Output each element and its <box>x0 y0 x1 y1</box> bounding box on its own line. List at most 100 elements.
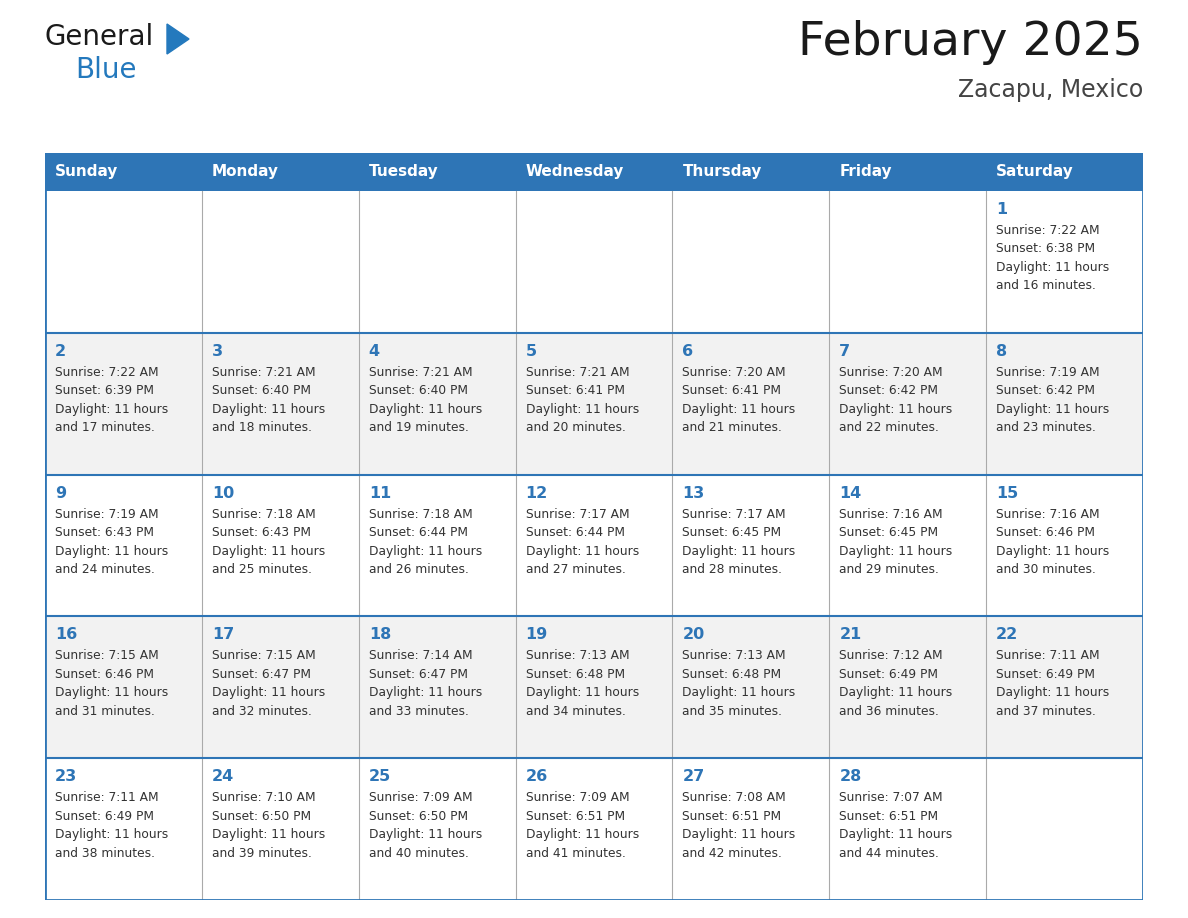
Bar <box>202 616 359 758</box>
Bar <box>829 191 986 333</box>
Text: 5: 5 <box>525 344 537 359</box>
Bar <box>359 153 516 191</box>
Bar <box>45 475 202 616</box>
Text: Sunrise: 7:16 AM
Sunset: 6:46 PM
Daylight: 11 hours
and 30 minutes.: Sunrise: 7:16 AM Sunset: 6:46 PM Dayligh… <box>997 508 1110 577</box>
Bar <box>829 153 986 191</box>
Bar <box>516 153 672 191</box>
Text: 27: 27 <box>682 769 704 784</box>
Bar <box>45 153 202 191</box>
Bar <box>829 333 986 475</box>
Text: 17: 17 <box>211 627 234 643</box>
Text: Sunrise: 7:20 AM
Sunset: 6:41 PM
Daylight: 11 hours
and 21 minutes.: Sunrise: 7:20 AM Sunset: 6:41 PM Dayligh… <box>682 365 796 434</box>
Bar <box>202 333 359 475</box>
Text: Sunrise: 7:11 AM
Sunset: 6:49 PM
Daylight: 11 hours
and 37 minutes.: Sunrise: 7:11 AM Sunset: 6:49 PM Dayligh… <box>997 649 1110 718</box>
Text: 13: 13 <box>682 486 704 500</box>
Text: 8: 8 <box>997 344 1007 359</box>
Text: Wednesday: Wednesday <box>525 164 624 180</box>
Text: Sunrise: 7:19 AM
Sunset: 6:43 PM
Daylight: 11 hours
and 24 minutes.: Sunrise: 7:19 AM Sunset: 6:43 PM Dayligh… <box>55 508 169 577</box>
Bar <box>359 191 516 333</box>
Text: 4: 4 <box>368 344 380 359</box>
Text: Tuesday: Tuesday <box>368 164 438 180</box>
Text: Sunrise: 7:22 AM
Sunset: 6:39 PM
Daylight: 11 hours
and 17 minutes.: Sunrise: 7:22 AM Sunset: 6:39 PM Dayligh… <box>55 365 169 434</box>
Bar <box>516 616 672 758</box>
Text: Sunrise: 7:17 AM
Sunset: 6:45 PM
Daylight: 11 hours
and 28 minutes.: Sunrise: 7:17 AM Sunset: 6:45 PM Dayligh… <box>682 508 796 577</box>
Bar <box>672 616 829 758</box>
Bar <box>202 191 359 333</box>
Bar <box>516 758 672 900</box>
Bar <box>672 475 829 616</box>
Text: 23: 23 <box>55 769 77 784</box>
Text: Sunrise: 7:14 AM
Sunset: 6:47 PM
Daylight: 11 hours
and 33 minutes.: Sunrise: 7:14 AM Sunset: 6:47 PM Dayligh… <box>368 649 482 718</box>
Text: 6: 6 <box>682 344 694 359</box>
Text: General: General <box>45 23 154 51</box>
Text: 7: 7 <box>839 344 851 359</box>
Text: Sunrise: 7:22 AM
Sunset: 6:38 PM
Daylight: 11 hours
and 16 minutes.: Sunrise: 7:22 AM Sunset: 6:38 PM Dayligh… <box>997 224 1110 293</box>
Text: Sunrise: 7:21 AM
Sunset: 6:40 PM
Daylight: 11 hours
and 18 minutes.: Sunrise: 7:21 AM Sunset: 6:40 PM Dayligh… <box>211 365 326 434</box>
Bar <box>45 333 202 475</box>
Text: Sunrise: 7:15 AM
Sunset: 6:47 PM
Daylight: 11 hours
and 32 minutes.: Sunrise: 7:15 AM Sunset: 6:47 PM Dayligh… <box>211 649 326 718</box>
Bar <box>829 616 986 758</box>
Text: 18: 18 <box>368 627 391 643</box>
Text: 11: 11 <box>368 486 391 500</box>
Bar <box>672 191 829 333</box>
Bar <box>202 475 359 616</box>
Text: Sunday: Sunday <box>55 164 119 180</box>
Text: Sunrise: 7:13 AM
Sunset: 6:48 PM
Daylight: 11 hours
and 35 minutes.: Sunrise: 7:13 AM Sunset: 6:48 PM Dayligh… <box>682 649 796 718</box>
Text: Friday: Friday <box>839 164 892 180</box>
Text: 16: 16 <box>55 627 77 643</box>
Text: Sunrise: 7:11 AM
Sunset: 6:49 PM
Daylight: 11 hours
and 38 minutes.: Sunrise: 7:11 AM Sunset: 6:49 PM Dayligh… <box>55 791 169 859</box>
Bar <box>359 616 516 758</box>
Text: Sunrise: 7:16 AM
Sunset: 6:45 PM
Daylight: 11 hours
and 29 minutes.: Sunrise: 7:16 AM Sunset: 6:45 PM Dayligh… <box>839 508 953 577</box>
Bar <box>986 333 1143 475</box>
Text: Monday: Monday <box>211 164 279 180</box>
Text: February 2025: February 2025 <box>798 20 1143 65</box>
Text: 2: 2 <box>55 344 67 359</box>
Text: 10: 10 <box>211 486 234 500</box>
Text: 25: 25 <box>368 769 391 784</box>
Bar <box>359 758 516 900</box>
Text: Sunrise: 7:17 AM
Sunset: 6:44 PM
Daylight: 11 hours
and 27 minutes.: Sunrise: 7:17 AM Sunset: 6:44 PM Dayligh… <box>525 508 639 577</box>
Bar <box>202 153 359 191</box>
Text: 12: 12 <box>525 486 548 500</box>
Bar <box>986 191 1143 333</box>
Text: 15: 15 <box>997 486 1018 500</box>
Text: Sunrise: 7:18 AM
Sunset: 6:43 PM
Daylight: 11 hours
and 25 minutes.: Sunrise: 7:18 AM Sunset: 6:43 PM Dayligh… <box>211 508 326 577</box>
Text: Zacapu, Mexico: Zacapu, Mexico <box>958 78 1143 102</box>
Text: 21: 21 <box>839 627 861 643</box>
Text: Sunrise: 7:20 AM
Sunset: 6:42 PM
Daylight: 11 hours
and 22 minutes.: Sunrise: 7:20 AM Sunset: 6:42 PM Dayligh… <box>839 365 953 434</box>
Bar <box>45 191 202 333</box>
Text: Sunrise: 7:21 AM
Sunset: 6:40 PM
Daylight: 11 hours
and 19 minutes.: Sunrise: 7:21 AM Sunset: 6:40 PM Dayligh… <box>368 365 482 434</box>
Bar <box>986 616 1143 758</box>
Bar <box>202 758 359 900</box>
Text: Sunrise: 7:19 AM
Sunset: 6:42 PM
Daylight: 11 hours
and 23 minutes.: Sunrise: 7:19 AM Sunset: 6:42 PM Dayligh… <box>997 365 1110 434</box>
Text: 19: 19 <box>525 627 548 643</box>
Text: 22: 22 <box>997 627 1018 643</box>
Text: 28: 28 <box>839 769 861 784</box>
Text: 9: 9 <box>55 486 67 500</box>
Text: Sunrise: 7:07 AM
Sunset: 6:51 PM
Daylight: 11 hours
and 44 minutes.: Sunrise: 7:07 AM Sunset: 6:51 PM Dayligh… <box>839 791 953 859</box>
Bar <box>672 333 829 475</box>
Text: Saturday: Saturday <box>997 164 1074 180</box>
Text: Sunrise: 7:10 AM
Sunset: 6:50 PM
Daylight: 11 hours
and 39 minutes.: Sunrise: 7:10 AM Sunset: 6:50 PM Dayligh… <box>211 791 326 859</box>
Text: 24: 24 <box>211 769 234 784</box>
Bar <box>516 475 672 616</box>
Text: Sunrise: 7:12 AM
Sunset: 6:49 PM
Daylight: 11 hours
and 36 minutes.: Sunrise: 7:12 AM Sunset: 6:49 PM Dayligh… <box>839 649 953 718</box>
Bar <box>986 475 1143 616</box>
Text: 26: 26 <box>525 769 548 784</box>
Bar <box>359 333 516 475</box>
Bar <box>45 616 202 758</box>
Text: 14: 14 <box>839 486 861 500</box>
Bar <box>829 475 986 616</box>
Bar <box>672 758 829 900</box>
Text: Blue: Blue <box>75 56 137 84</box>
Bar <box>45 758 202 900</box>
Text: 3: 3 <box>211 344 223 359</box>
Bar <box>516 333 672 475</box>
Text: Sunrise: 7:08 AM
Sunset: 6:51 PM
Daylight: 11 hours
and 42 minutes.: Sunrise: 7:08 AM Sunset: 6:51 PM Dayligh… <box>682 791 796 859</box>
Bar <box>829 758 986 900</box>
Text: Sunrise: 7:09 AM
Sunset: 6:51 PM
Daylight: 11 hours
and 41 minutes.: Sunrise: 7:09 AM Sunset: 6:51 PM Dayligh… <box>525 791 639 859</box>
Bar <box>359 475 516 616</box>
Text: 20: 20 <box>682 627 704 643</box>
Text: Sunrise: 7:18 AM
Sunset: 6:44 PM
Daylight: 11 hours
and 26 minutes.: Sunrise: 7:18 AM Sunset: 6:44 PM Dayligh… <box>368 508 482 577</box>
Bar <box>672 153 829 191</box>
